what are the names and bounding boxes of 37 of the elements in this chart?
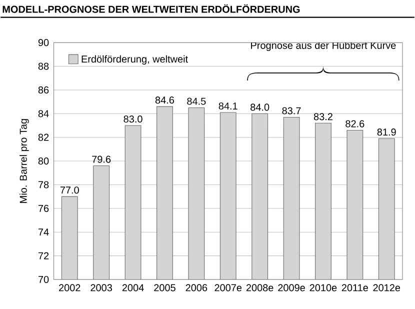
legend-label: Erdölförderung, weltweit	[82, 55, 188, 65]
x-tick-label: 2012e	[373, 284, 400, 292]
data-label: 81.9	[377, 128, 396, 136]
x-tick-label: 2008e	[246, 284, 274, 292]
data-label: 84.5	[187, 98, 206, 105]
y-tick-label: 86	[38, 86, 49, 94]
y-axis-title: Mio. Barrel pro Tag	[20, 119, 29, 203]
x-tick-label: 2011e	[342, 284, 368, 292]
data-label: 83.0	[124, 116, 142, 123]
x-tick-label: 2009e	[278, 284, 305, 292]
y-tick-label: 76	[38, 204, 49, 212]
data-label: 77.0	[60, 186, 79, 194]
data-label: 83.7	[282, 107, 301, 114]
chart-title: MODELL-PROGNOSE DER WELTWEITEN ERDÖLFÖRDERUNG	[2, 4, 300, 13]
data-label: 79.6	[92, 156, 111, 163]
y-tick-label: 70	[38, 276, 49, 284]
y-tick-label: 80	[38, 158, 49, 165]
x-tick-label: 2004	[122, 284, 144, 292]
y-tick-label: 78	[38, 181, 49, 188]
y-tick-label: 84	[38, 110, 49, 118]
data-label: 82.6	[346, 120, 364, 128]
data-label: 84.1	[218, 102, 238, 110]
y-tick-label: 88	[38, 62, 49, 70]
y-tick-label: 72	[38, 252, 49, 260]
data-label: 84.0	[250, 104, 270, 111]
data-label: 83.2	[314, 113, 332, 120]
x-tick-label: 2002	[59, 284, 80, 292]
data-label: 84.6	[155, 96, 174, 104]
y-tick-label: 74	[38, 228, 49, 236]
x-tick-label: 2007e	[214, 284, 242, 292]
annotation: Prognose aus der Hubbert Kurve	[251, 42, 396, 52]
x-tick-label: 2003	[90, 284, 112, 292]
x-tick-label: 2010e	[310, 284, 337, 292]
x-tick-label: 2005	[154, 284, 176, 292]
x-tick-label: 2006	[186, 284, 208, 292]
y-tick-label: 82	[38, 134, 49, 141]
y-tick-label: 90	[38, 39, 49, 46]
